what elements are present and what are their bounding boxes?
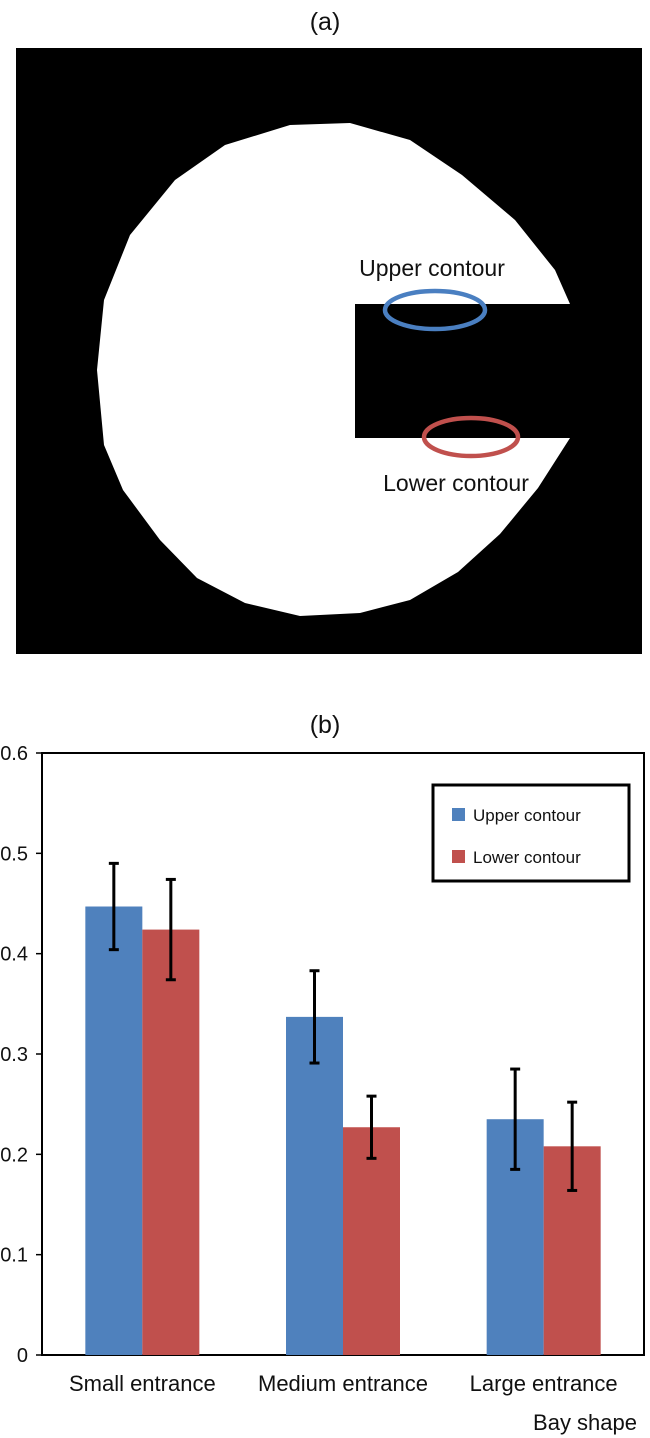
bar-lower-1 <box>142 929 200 1355</box>
bar-upper-1 <box>85 906 143 1355</box>
bar-lower-2 <box>343 1127 400 1355</box>
bar-chart: 0 0.1 0.2 0.3 0.4 0.5 0.6 Small entrance Medium … <box>0 743 645 1396</box>
panel-b-label: (b) <box>310 711 341 739</box>
panel-a-label: (a) <box>310 8 341 36</box>
legend-label-upper: Upper contour <box>473 806 581 825</box>
upper-contour-ellipse <box>382 288 488 332</box>
x-tick-label: Small entrance <box>69 1371 216 1396</box>
lower-contour-ellipse <box>421 415 521 459</box>
x-tick-label: Medium entrance <box>258 1371 428 1396</box>
y-tick-label: 0.3 <box>0 1044 28 1066</box>
y-tick-label: 0.1 <box>0 1245 28 1267</box>
legend-swatch-lower <box>452 850 465 863</box>
y-tick-label: 0.6 <box>0 743 28 765</box>
legend-label-lower: Lower contour <box>473 848 581 867</box>
legend-swatch-upper <box>452 808 465 821</box>
upper-contour-label: Upper contour <box>359 255 505 281</box>
y-tick-label: 0.5 <box>0 843 28 865</box>
bay-shape <box>97 123 570 616</box>
lower-contour-label: Lower contour <box>383 470 529 496</box>
legend: Upper contour Lower contour <box>431 783 631 883</box>
x-tick-label: Large entrance <box>470 1371 618 1396</box>
y-tick-label: 0 <box>17 1345 28 1367</box>
y-tick-label: 0.2 <box>0 1144 28 1166</box>
legend-box <box>431 783 631 883</box>
y-tick-label: 0.4 <box>0 944 28 966</box>
bar-upper-2 <box>286 1016 343 1355</box>
x-axis-title: Bay shape <box>533 1410 637 1435</box>
